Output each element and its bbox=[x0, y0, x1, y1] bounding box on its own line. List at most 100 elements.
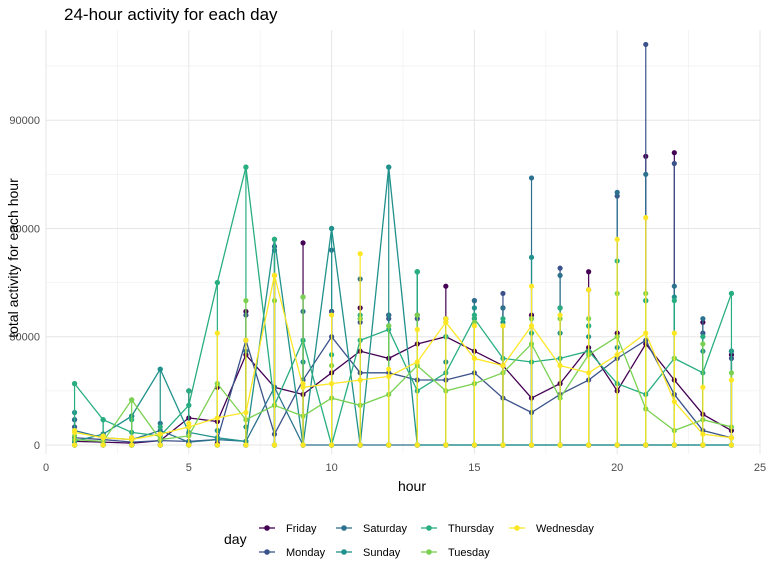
series-wednesday bbox=[71, 215, 735, 448]
data-point bbox=[728, 435, 735, 441]
data-point bbox=[671, 294, 677, 300]
data-point bbox=[243, 298, 249, 304]
data-point bbox=[100, 433, 106, 439]
data-point bbox=[586, 442, 592, 448]
data-point bbox=[471, 355, 477, 361]
data-point bbox=[643, 41, 649, 48]
data-point bbox=[100, 442, 106, 448]
data-point bbox=[700, 316, 706, 322]
data-point bbox=[671, 150, 677, 156]
legend-key-point bbox=[426, 525, 432, 531]
data-point bbox=[700, 334, 706, 340]
data-point bbox=[443, 283, 449, 289]
data-point bbox=[557, 442, 563, 448]
chart-title: 24-hour activity for each day bbox=[64, 5, 278, 24]
legend-item-wednesday: Wednesday bbox=[509, 523, 594, 535]
data-point bbox=[471, 305, 477, 311]
data-point bbox=[157, 424, 163, 430]
data-point bbox=[71, 442, 78, 448]
data-point bbox=[357, 442, 363, 448]
data-point bbox=[71, 381, 78, 387]
data-point bbox=[300, 384, 306, 390]
data-point bbox=[557, 265, 563, 271]
data-point bbox=[386, 373, 392, 380]
legend-label: Tuesday bbox=[448, 547, 490, 559]
data-point bbox=[329, 312, 335, 318]
data-point bbox=[671, 399, 677, 405]
data-point bbox=[386, 366, 392, 372]
data-point bbox=[528, 442, 535, 448]
data-point bbox=[728, 370, 735, 376]
data-point bbox=[700, 431, 706, 437]
data-point bbox=[243, 337, 249, 343]
data-point bbox=[129, 397, 135, 403]
x-tick-label: 5 bbox=[186, 462, 192, 474]
data-point bbox=[643, 442, 649, 448]
data-point bbox=[671, 330, 677, 336]
x-tick-label: 15 bbox=[468, 462, 480, 474]
data-point bbox=[471, 323, 477, 329]
data-point bbox=[329, 225, 335, 232]
legend-key-point bbox=[341, 549, 347, 555]
data-point bbox=[728, 377, 735, 383]
data-point bbox=[557, 305, 563, 311]
series-line bbox=[74, 335, 732, 443]
x-tick-label: 20 bbox=[611, 462, 623, 474]
legend-key-point bbox=[264, 525, 270, 531]
data-point bbox=[643, 215, 649, 221]
data-point bbox=[329, 381, 335, 387]
data-point bbox=[243, 409, 249, 416]
data-point bbox=[414, 312, 420, 318]
data-point bbox=[186, 388, 192, 394]
legend-item-tuesday: Tuesday bbox=[421, 547, 490, 559]
data-point bbox=[586, 269, 592, 275]
data-point bbox=[243, 164, 249, 170]
x-tick-label: 10 bbox=[325, 462, 337, 474]
data-point bbox=[414, 326, 420, 333]
series-line bbox=[74, 167, 732, 446]
data-point bbox=[214, 330, 220, 336]
legend-item-saturday: Saturday bbox=[336, 523, 408, 535]
legend-key-point bbox=[514, 525, 520, 531]
legend-label: Thursday bbox=[448, 523, 494, 535]
data-point bbox=[671, 160, 677, 167]
data-point bbox=[186, 442, 192, 448]
legend-label: Monday bbox=[286, 547, 326, 559]
data-point bbox=[614, 236, 620, 242]
legend: day Friday Monday Saturday Sunday Thursday Tu… bbox=[224, 523, 594, 559]
data-point bbox=[414, 269, 420, 275]
data-point bbox=[557, 312, 563, 318]
data-point bbox=[329, 442, 335, 448]
data-point bbox=[471, 442, 477, 448]
data-point bbox=[671, 298, 677, 304]
data-point bbox=[414, 442, 420, 448]
legend-key-point bbox=[341, 525, 347, 531]
legend-key-point bbox=[426, 549, 432, 555]
data-point bbox=[671, 283, 677, 289]
series-line bbox=[74, 166, 733, 448]
data-point bbox=[557, 272, 563, 278]
series-line bbox=[74, 275, 732, 441]
data-point bbox=[300, 442, 306, 448]
x-tick-label: 0 bbox=[43, 462, 49, 474]
data-point bbox=[186, 424, 192, 430]
data-point bbox=[386, 164, 392, 170]
legend-item-friday: Friday bbox=[259, 523, 317, 535]
data-point bbox=[528, 283, 535, 289]
data-point bbox=[471, 298, 477, 304]
data-point bbox=[271, 236, 278, 242]
y-tick-label: 60000 bbox=[9, 223, 40, 235]
data-point bbox=[700, 384, 706, 390]
data-point bbox=[157, 431, 163, 437]
data-point bbox=[528, 254, 535, 260]
data-point bbox=[528, 175, 535, 181]
legend-label: Saturday bbox=[363, 523, 408, 535]
data-point bbox=[728, 442, 735, 448]
data-point bbox=[186, 402, 192, 408]
y-tick-label: 90000 bbox=[9, 115, 40, 127]
data-point bbox=[271, 272, 278, 278]
data-point bbox=[500, 362, 506, 369]
data-point bbox=[471, 319, 477, 325]
data-point bbox=[414, 359, 420, 365]
y-axis-ticks: 0 30000 60000 90000 bbox=[9, 115, 40, 452]
